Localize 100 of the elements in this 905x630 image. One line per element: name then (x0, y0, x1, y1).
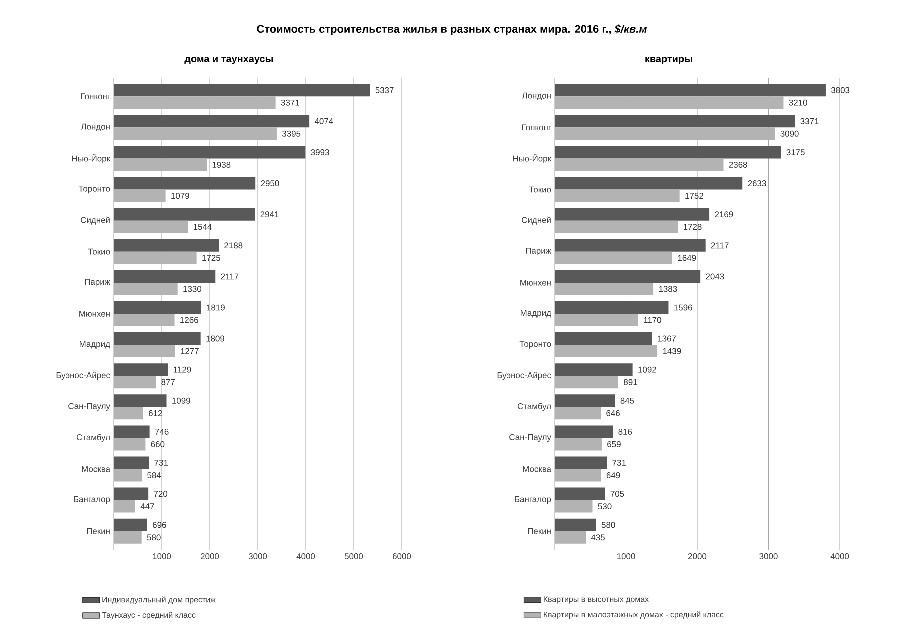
bar (114, 531, 142, 544)
data-label: 660 (151, 441, 165, 448)
y-tick-label: Токио (88, 248, 110, 255)
y-tick-label: Пекин (528, 528, 551, 534)
data-label: 3090 (780, 130, 799, 137)
y-tick-label: Токио (529, 186, 552, 193)
y-tick-label: Гонконг (522, 124, 552, 131)
data-label: 1819 (207, 304, 225, 311)
x-tick-label: 2000 (201, 554, 220, 560)
x-tick-label: 4000 (296, 554, 316, 560)
data-label: 1728 (684, 224, 702, 230)
data-label: 659 (608, 441, 621, 448)
data-label: 530 (598, 504, 612, 510)
y-tick-label: Мюнхен (520, 280, 551, 286)
bar (555, 531, 586, 544)
bar (114, 282, 178, 296)
bar (555, 456, 608, 470)
bar (555, 426, 614, 438)
data-label: 891 (624, 379, 638, 386)
bar (114, 158, 208, 172)
y-tick-label: Торонто (520, 341, 552, 349)
data-label: 580 (147, 534, 161, 541)
data-label: 1266 (180, 317, 198, 324)
bar (555, 177, 743, 190)
y-tick-label: Бангалор (515, 496, 552, 504)
y-tick-label: Мадрид (521, 310, 552, 318)
y-tick-label: Нью-Йорк (513, 154, 552, 164)
data-label: 1938 (212, 162, 231, 168)
bar (555, 364, 633, 376)
y-tick-label: Буэнос-Айрес (56, 372, 110, 380)
bar (555, 394, 616, 408)
data-label: 3210 (789, 100, 808, 106)
bar (555, 438, 602, 451)
y-tick-label: Мюнхен (80, 311, 110, 317)
bar (555, 407, 602, 420)
x-tick-label: 5000 (344, 554, 364, 560)
bar (555, 158, 724, 172)
data-label: 447 (140, 504, 154, 510)
data-label: 705 (610, 491, 624, 498)
bar (114, 438, 146, 451)
y-tick-label: Лондон (81, 124, 110, 132)
y-tick-label: Пекин (87, 528, 110, 534)
data-label: 3175 (786, 149, 805, 156)
bar (114, 115, 310, 128)
y-tick-label: Москва (82, 466, 110, 472)
bar (555, 146, 782, 159)
data-label: 584 (148, 472, 162, 478)
bar (114, 426, 150, 438)
data-label: 580 (602, 522, 616, 528)
bar (114, 177, 256, 190)
bar (114, 220, 188, 234)
data-label: 1330 (184, 286, 202, 292)
data-label: 2368 (729, 162, 748, 168)
bar (555, 488, 606, 500)
data-label: 816 (618, 428, 632, 435)
bar (114, 518, 148, 532)
bar (114, 376, 156, 389)
data-label: 1129 (174, 366, 192, 373)
y-tick-label: Париж (526, 248, 552, 256)
data-label: 2169 (715, 212, 734, 218)
bar (114, 345, 176, 358)
y-tick-label: Москва (523, 466, 552, 472)
y-tick-label: Нью-Йорк (72, 154, 111, 164)
y-tick-label: Париж (85, 279, 110, 287)
bar (114, 500, 136, 513)
bar (555, 332, 652, 346)
data-label: 2941 (260, 212, 279, 218)
y-tick-label: Сидней (81, 216, 110, 225)
y-tick-label: Сан-Паулу (68, 403, 110, 411)
x-tick-label: 6000 (393, 554, 412, 560)
bar (114, 488, 149, 500)
data-label: 4074 (314, 118, 334, 124)
data-label: 2950 (261, 180, 280, 187)
y-tick-label: Торонто (78, 186, 110, 194)
data-label: 1092 (638, 366, 656, 373)
bar (114, 270, 216, 283)
data-label: 3803 (831, 87, 850, 94)
data-label: 731 (154, 460, 168, 466)
bar (555, 314, 638, 326)
bar (114, 239, 220, 252)
data-label: 720 (154, 491, 168, 498)
data-label: 1367 (658, 336, 676, 342)
data-label: 1170 (644, 317, 662, 324)
data-label: 3395 (282, 130, 301, 137)
data-label: 3371 (281, 100, 300, 106)
data-label: 1544 (194, 224, 212, 230)
bar (114, 407, 144, 420)
bar (555, 239, 706, 252)
bar (555, 500, 593, 513)
bar (114, 190, 166, 202)
data-label: 2188 (224, 242, 243, 249)
data-label: 1079 (172, 193, 190, 200)
y-tick-label: Буэнос-Айрес (498, 372, 552, 380)
y-tick-label: Лондон (522, 92, 551, 100)
bar (114, 146, 306, 159)
data-label: 1596 (674, 304, 692, 311)
data-label: 746 (155, 428, 169, 435)
data-label: 2633 (748, 180, 766, 187)
bar (114, 469, 142, 482)
data-label: 1099 (172, 398, 190, 404)
